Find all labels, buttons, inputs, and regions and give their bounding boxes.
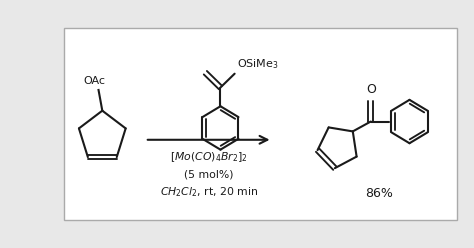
Text: $[Mo(CO)_4Br_2]_2$: $[Mo(CO)_4Br_2]_2$ xyxy=(170,151,247,164)
Text: 86%: 86% xyxy=(365,186,393,200)
Text: OAc: OAc xyxy=(84,76,106,86)
Text: O: O xyxy=(366,83,376,96)
Text: $CH_2Cl_2$, rt, 20 min: $CH_2Cl_2$, rt, 20 min xyxy=(160,185,258,199)
Text: OSiMe$_3$: OSiMe$_3$ xyxy=(237,58,278,71)
Text: (5 mol%): (5 mol%) xyxy=(184,170,233,180)
FancyBboxPatch shape xyxy=(64,28,457,220)
